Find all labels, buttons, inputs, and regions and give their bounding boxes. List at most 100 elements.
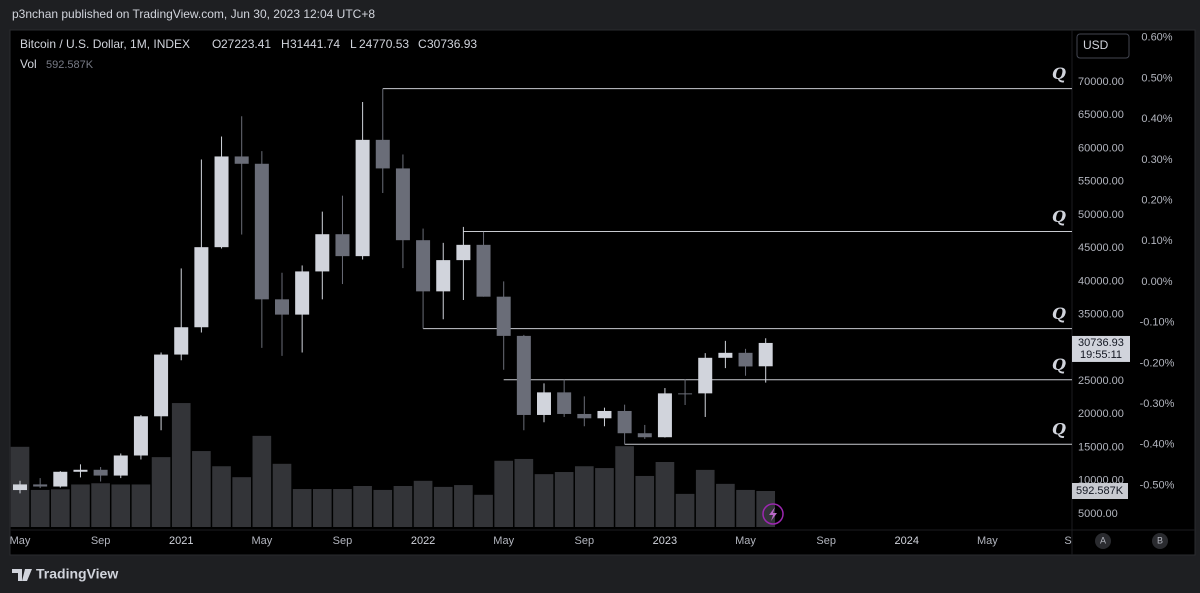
y2-tick-label: 0.00%: [1141, 276, 1172, 288]
ohlc-prefix: L: [350, 37, 357, 51]
candle-body: [275, 299, 289, 315]
level-label: Q: [1052, 355, 1066, 374]
candle-body: [93, 469, 108, 476]
ohlc-value: 31441.74: [290, 37, 340, 51]
candle-body: [617, 410, 632, 434]
volume-value: 592.587K: [46, 59, 94, 71]
candle-body: [678, 393, 693, 395]
candle-body: [194, 247, 209, 328]
y-tick-label: 15000.00: [1078, 441, 1124, 453]
y2-tick-label: -0.20%: [1140, 357, 1175, 369]
y2-tick-label: 0.20%: [1141, 194, 1172, 206]
candle-body: [13, 484, 27, 491]
volume-bar: [171, 403, 191, 527]
y2-tick-label: 0.50%: [1141, 72, 1172, 84]
axis-button[interactable]: [1095, 533, 1111, 549]
axis-button-label[interactable]: A: [1100, 535, 1106, 545]
candle-body: [254, 163, 269, 300]
candle-body: [174, 327, 189, 355]
volume-bar: [71, 484, 90, 527]
volume-bar: [151, 457, 171, 527]
volume-bar: [272, 463, 292, 527]
axis-button-label[interactable]: B: [1157, 535, 1163, 545]
volume-bar: [292, 489, 312, 527]
candle-body: [456, 244, 471, 261]
candle-body: [637, 433, 652, 438]
volume-bar: [373, 489, 393, 527]
x-tick-label: May: [493, 535, 514, 547]
y-tick-label: 45000.00: [1078, 242, 1124, 254]
candle-body: [73, 469, 88, 472]
y-tick-label: 20000.00: [1078, 408, 1124, 420]
axis-button[interactable]: [1152, 533, 1168, 549]
candle-body: [476, 244, 491, 297]
volume-bar: [50, 489, 70, 527]
candle-body: [33, 484, 48, 487]
y2-tick-label: -0.40%: [1140, 439, 1175, 451]
volume-bar: [413, 480, 433, 527]
y-tick-label: 65000.00: [1078, 109, 1124, 121]
candle-body: [234, 156, 249, 164]
y-tick-label: 70000.00: [1078, 76, 1124, 88]
x-tick-label: 2023: [653, 535, 677, 547]
ohlc-prefix: C: [418, 37, 427, 51]
y2-tick-label: 0.60%: [1141, 32, 1172, 44]
last-price-box: [1072, 335, 1130, 362]
candle-body: [557, 392, 572, 414]
levels-layer: Q Q Q Q Q: [382, 64, 1072, 445]
volume-bar: [232, 477, 252, 527]
y-tick-label: 35000.00: [1078, 309, 1124, 321]
volume-bar: [30, 489, 50, 527]
candle-body: [133, 416, 148, 456]
brand-name: TradingView: [36, 566, 118, 582]
volume-bar: [635, 475, 655, 527]
volume-bar: [494, 460, 514, 527]
volume-bar: [91, 483, 110, 527]
volume-bar: [534, 474, 554, 527]
y2-tick-label: 0.40%: [1141, 113, 1172, 125]
y-tick-label: 55000.00: [1078, 176, 1124, 188]
volume-layer: [10, 403, 776, 527]
volume-bar: [695, 469, 715, 527]
volume-bar: [333, 489, 352, 527]
volume-title: Vol: [20, 57, 37, 71]
y-tick-label: 25000.00: [1078, 375, 1124, 387]
volume-bar: [756, 490, 776, 527]
ohlc-prefix: O: [212, 37, 221, 51]
candle-body: [718, 352, 733, 358]
currency[interactable]: USD: [1083, 38, 1109, 52]
x-tick-label: 2022: [411, 535, 435, 547]
currency-button[interactable]: [1076, 33, 1130, 59]
candle-body: [436, 260, 451, 292]
volume-bar: [716, 483, 735, 527]
chart-title: Bitcoin / U.S. Dollar, 1M, INDEX: [20, 37, 190, 51]
candle-body: [395, 168, 410, 241]
brand-logo: [12, 569, 32, 581]
level-label: Q: [1052, 64, 1066, 83]
volume-bar: [736, 489, 755, 527]
volume-bar: [554, 472, 574, 527]
alert-icon[interactable]: [762, 503, 784, 525]
last-price: 30736.93: [1078, 337, 1124, 349]
candle-body: [335, 234, 350, 257]
x-tick-label: May: [251, 535, 272, 547]
candle-body: [758, 342, 773, 367]
candle-body: [496, 296, 511, 336]
volume-bar: [574, 466, 594, 527]
volume-bar: [655, 461, 675, 527]
candle-body: [295, 271, 310, 315]
volume-bar: [615, 446, 634, 527]
volume-bar: [393, 485, 413, 527]
x-tick-label: S: [1064, 535, 1071, 547]
candle-body: [597, 410, 612, 419]
x-tick-label: Sep: [816, 535, 836, 547]
candles-layer: [13, 88, 773, 494]
ohlc-value: 27223.41: [221, 37, 271, 51]
x-tick-label: Sep: [333, 535, 353, 547]
candle-body: [657, 393, 672, 438]
y2-tick-label: -0.10%: [1140, 317, 1175, 329]
x-tick-label: 2021: [169, 535, 193, 547]
candle-body: [154, 354, 169, 417]
volume-bar: [353, 485, 372, 527]
